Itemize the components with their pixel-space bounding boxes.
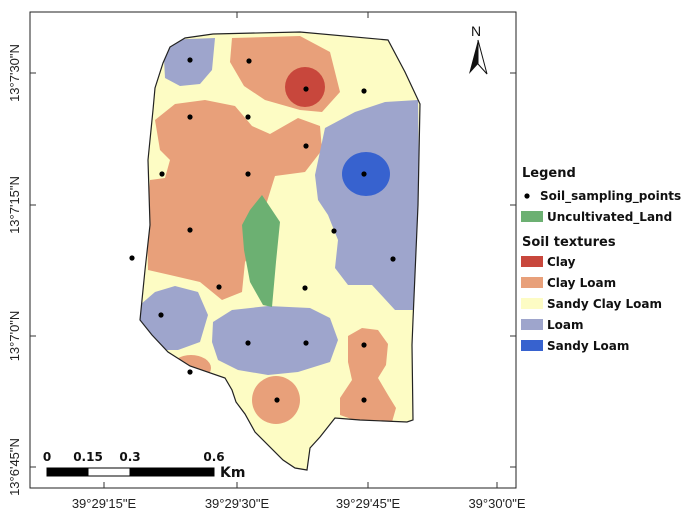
sampling-point [187,57,193,63]
longitude-label: 39°30'0"E [468,496,525,511]
north-label: N [471,23,481,39]
legend-swatch-loam [521,319,543,330]
legend-title: Legend [522,166,576,181]
latitude-label: 13°6'45"N [7,438,22,496]
sampling-point [158,312,164,318]
sampling-point [361,88,367,94]
legend-sampling-points: Soil_sampling_points [540,189,681,204]
sampling-point [303,86,309,92]
soil-sampling-points [129,57,396,403]
latitude-label: 13°7'30"N [7,44,22,102]
clay-loam-zone-southeast [340,328,396,422]
longitude-label: 39°29'45"E [336,496,401,511]
sampling-point [246,58,252,64]
legend-swatch-clay [521,256,543,267]
sampling-point [129,255,135,261]
sampling-point [303,340,309,346]
sampling-point [303,143,309,149]
legend-swatch-sandy-clay-loam [521,298,543,309]
sampling-point [390,256,396,262]
scale-bar: 0 0.15 0.3 0.6 Km [43,450,246,481]
sampling-point [245,340,251,346]
sampling-point [159,171,165,177]
legend-uncultivated-land: Uncultivated_Land [547,210,672,225]
sampling-point [331,228,337,234]
clay-loam-zone-west [147,100,322,300]
sampling-point [361,397,367,403]
legend-class-loam: Loam [547,318,584,332]
loam-zone-south [212,306,338,375]
legend-swatch-clay-loam [521,277,543,288]
legend-soil-heading: Soil textures [522,235,616,250]
legend-class-clay: Clay [547,255,576,269]
latitude-label: 13°7'15"N [7,176,22,234]
sampling-point [245,114,251,120]
sampling-point [361,342,367,348]
uncultivated-land-area [242,195,280,307]
legend-swatch-sandy-loam [521,340,543,351]
north-arrow-icon [469,40,478,74]
loam-zone-southwest [140,286,208,350]
scale-unit: Km [220,465,245,481]
sampling-point-legend-symbol [524,193,530,199]
legend-swatch-uncultivated [521,211,543,222]
sampling-point [361,171,367,177]
longitude-label: 39°29'15"E [72,496,137,511]
longitude-label: 39°29'30"E [205,496,270,511]
legend-class-sandy-clay-loam: Sandy Clay Loam [547,297,662,311]
scale-tick-label: 0.15 [73,450,103,464]
sampling-point [187,114,193,120]
north-arrow: N [469,23,488,75]
legend: Legend Soil_sampling_points Uncultivated… [521,166,681,353]
graticule-ticks [30,12,516,488]
scale-tick-label: 0 [43,450,51,464]
sampling-point [245,171,251,177]
sampling-point [187,369,193,375]
sampling-point [187,227,193,233]
sampling-point [274,397,280,403]
latitude-label: 13°7'0"N [7,311,22,362]
study-area-boundary [139,31,421,471]
legend-class-sandy-loam: Sandy Loam [547,339,629,353]
scale-tick-label: 0.6 [203,450,224,464]
scale-tick-label: 0.3 [119,450,140,464]
sampling-point [216,284,222,290]
sampling-point [302,285,308,291]
legend-class-clay-loam: Clay Loam [547,276,616,290]
